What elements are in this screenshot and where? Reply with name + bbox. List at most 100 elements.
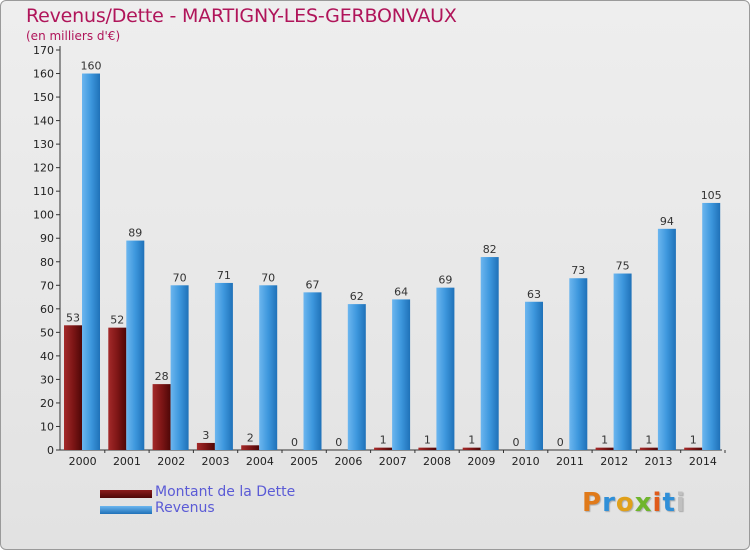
y-tick-label: 130	[33, 138, 54, 151]
x-tick-label: 2000	[69, 455, 97, 468]
axes: 0102030405060708090100110120130140150160…	[33, 44, 726, 468]
x-tick-label: 2004	[246, 455, 274, 468]
bar-revenus	[613, 273, 632, 450]
data-label-revenus: 82	[483, 243, 497, 256]
data-label-revenus: 75	[616, 260, 630, 273]
data-label-revenus: 71	[217, 269, 231, 282]
y-tick-label: 140	[33, 115, 54, 128]
y-tick-label: 80	[40, 256, 54, 269]
data-label-dette: 0	[513, 436, 520, 449]
data-label-revenus: 70	[173, 271, 187, 284]
bar-revenus	[259, 285, 278, 450]
bar-revenus	[657, 228, 676, 450]
x-tick-label: 2008	[423, 455, 451, 468]
data-label-revenus: 69	[438, 274, 452, 287]
x-tick-label: 2010	[512, 455, 540, 468]
y-tick-label: 40	[40, 350, 54, 363]
data-label-dette: 1	[424, 434, 431, 447]
bars	[64, 73, 721, 450]
data-label-dette: 53	[66, 311, 80, 324]
bar-revenus	[392, 299, 411, 450]
bar-revenus	[303, 292, 322, 450]
data-label-dette: 1	[601, 434, 608, 447]
y-tick-label: 70	[40, 279, 54, 292]
data-label-revenus: 63	[527, 288, 541, 301]
legend-label-revenus: Revenus	[155, 500, 215, 516]
bar-revenus	[170, 285, 189, 450]
bar-dette	[64, 325, 82, 450]
data-label-revenus: 94	[660, 215, 674, 228]
data-label-revenus: 160	[81, 60, 102, 73]
x-tick-label: 2001	[113, 455, 141, 468]
data-label-revenus: 67	[306, 278, 320, 291]
y-tick-label: 30	[40, 373, 54, 386]
y-tick-label: 0	[47, 444, 54, 457]
bar-dette	[639, 447, 658, 450]
bar-revenus	[436, 287, 455, 450]
bar-dette	[462, 447, 481, 450]
x-tick-label: 2014	[689, 455, 717, 468]
data-label-dette: 0	[291, 436, 298, 449]
x-tick-label: 2012	[600, 455, 628, 468]
data-label-revenus: 64	[394, 285, 408, 298]
bar-revenus	[126, 240, 145, 450]
y-tick-label: 50	[40, 326, 54, 339]
proxiti-logo: Proxiti	[582, 488, 686, 518]
bar-dette	[684, 447, 703, 450]
data-label-dette: 1	[468, 434, 475, 447]
bar-revenus	[525, 301, 543, 450]
bar-revenus	[214, 282, 233, 450]
data-label-dette: 1	[690, 434, 697, 447]
data-label-revenus: 70	[261, 271, 275, 284]
y-tick-label: 100	[33, 209, 54, 222]
legend-swatch-revenus	[100, 506, 152, 514]
y-tick-label: 60	[40, 303, 54, 316]
bar-dette	[374, 447, 393, 450]
bar-dette	[418, 447, 437, 450]
bar-revenus	[82, 73, 100, 450]
data-label-dette: 1	[380, 434, 387, 447]
chart-title: Revenus/Dette - MARTIGNY-LES-GERBONVAUX	[26, 5, 457, 27]
y-tick-label: 10	[40, 420, 54, 433]
bar-dette	[152, 384, 171, 450]
data-label-revenus: 89	[128, 227, 142, 240]
bar-dette	[196, 442, 215, 450]
x-tick-label: 2013	[645, 455, 673, 468]
legend-swatch-dette	[100, 490, 152, 498]
x-tick-label: 2011	[556, 455, 584, 468]
x-tick-label: 2002	[157, 455, 185, 468]
bar-revenus	[569, 278, 588, 450]
x-tick-label: 2007	[379, 455, 407, 468]
y-tick-label: 110	[33, 185, 54, 198]
data-label-dette: 0	[335, 436, 342, 449]
y-tick-label: 160	[33, 68, 54, 81]
x-tick-label: 2009	[467, 455, 495, 468]
legend-label-dette: Montant de la Dette	[155, 484, 296, 500]
chart-subtitle: (en milliers d'€)	[26, 29, 121, 43]
y-tick-label: 170	[33, 44, 54, 57]
data-label-dette: 52	[110, 314, 124, 327]
y-tick-label: 90	[40, 232, 54, 245]
x-tick-label: 2005	[290, 455, 318, 468]
data-label-dette: 0	[557, 436, 564, 449]
x-tick-label: 2006	[334, 455, 362, 468]
bar-revenus	[347, 304, 366, 450]
y-tick-label: 120	[33, 162, 54, 175]
y-tick-label: 150	[33, 91, 54, 104]
x-tick-label: 2003	[202, 455, 230, 468]
bar-dette	[108, 327, 127, 450]
bar-revenus	[702, 202, 721, 450]
data-label-revenus: 105	[701, 189, 722, 202]
data-label-revenus: 62	[350, 290, 364, 303]
y-tick-label: 20	[40, 397, 54, 410]
data-labels: 53 160 52 89 28 70 3 71 2 70 0 67 0 62 1 64 1 69 1 82 0 63 0 73…	[66, 60, 722, 449]
data-label-dette: 3	[202, 429, 209, 442]
data-label-revenus: 73	[571, 264, 585, 277]
bar-dette	[595, 447, 614, 450]
data-label-dette: 2	[247, 431, 254, 444]
bar-revenus	[480, 257, 499, 450]
data-label-dette: 28	[155, 370, 169, 383]
data-label-dette: 1	[645, 434, 652, 447]
bar-dette	[241, 445, 260, 450]
